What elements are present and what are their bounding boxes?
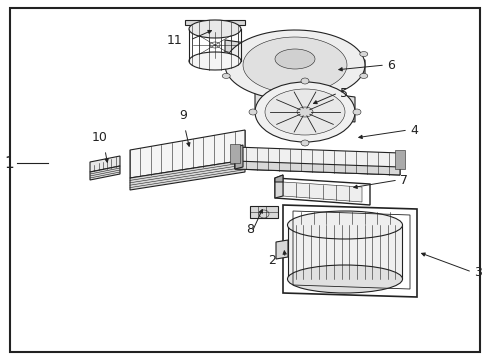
Polygon shape	[225, 30, 365, 100]
Text: 7: 7	[400, 174, 408, 186]
Polygon shape	[283, 182, 362, 202]
Polygon shape	[235, 145, 243, 169]
Ellipse shape	[301, 78, 309, 84]
Ellipse shape	[301, 140, 309, 146]
Ellipse shape	[189, 52, 241, 70]
Ellipse shape	[255, 82, 355, 142]
Polygon shape	[130, 130, 245, 178]
Polygon shape	[90, 166, 120, 180]
Text: 9: 9	[179, 109, 187, 122]
Text: 1: 1	[4, 156, 14, 171]
Polygon shape	[395, 150, 405, 169]
Polygon shape	[130, 160, 245, 190]
Ellipse shape	[249, 109, 257, 115]
Polygon shape	[243, 37, 347, 93]
Ellipse shape	[222, 73, 230, 78]
Polygon shape	[250, 206, 278, 218]
Polygon shape	[235, 161, 400, 175]
Text: 11: 11	[166, 33, 182, 46]
Text: 8: 8	[246, 223, 254, 236]
Polygon shape	[275, 175, 283, 182]
Ellipse shape	[360, 73, 368, 78]
Polygon shape	[185, 20, 245, 25]
Polygon shape	[230, 144, 240, 163]
Text: 4: 4	[410, 123, 418, 136]
Polygon shape	[255, 84, 355, 122]
Text: 3: 3	[474, 266, 482, 279]
Ellipse shape	[288, 265, 402, 293]
Ellipse shape	[297, 107, 313, 117]
Polygon shape	[235, 147, 400, 175]
Ellipse shape	[353, 109, 361, 115]
Polygon shape	[276, 240, 288, 259]
Polygon shape	[275, 175, 283, 198]
Ellipse shape	[189, 20, 241, 38]
Ellipse shape	[288, 211, 402, 239]
Ellipse shape	[222, 51, 230, 57]
Ellipse shape	[360, 51, 368, 57]
Text: 10: 10	[92, 131, 108, 144]
Text: 5: 5	[340, 86, 348, 99]
Polygon shape	[90, 156, 120, 172]
Text: 6: 6	[387, 59, 395, 72]
Ellipse shape	[275, 49, 315, 69]
Ellipse shape	[265, 89, 345, 135]
Polygon shape	[225, 40, 365, 77]
Text: 2: 2	[268, 253, 276, 266]
Polygon shape	[288, 225, 402, 279]
Ellipse shape	[210, 42, 220, 48]
